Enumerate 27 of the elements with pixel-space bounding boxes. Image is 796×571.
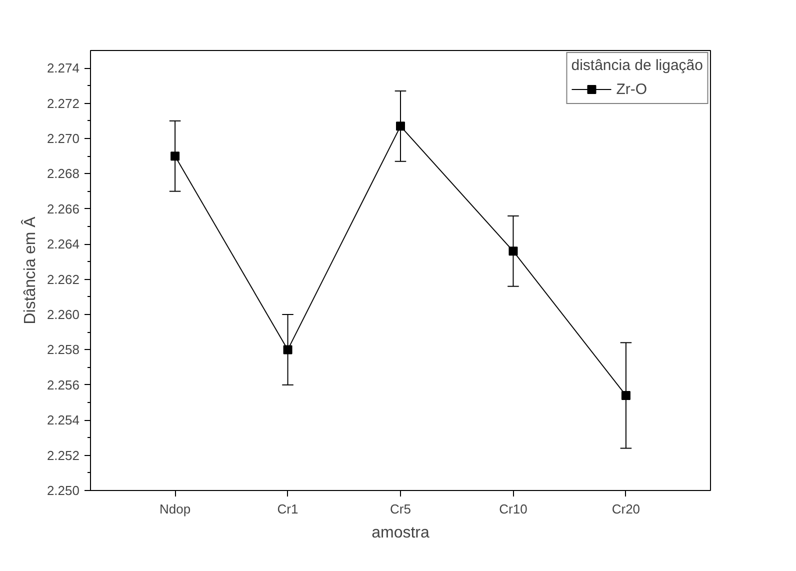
y-tick-label: 2.266 bbox=[46, 201, 80, 216]
x-tick-label: Ndop bbox=[160, 502, 191, 516]
y-tick-label: 2.260 bbox=[46, 307, 80, 322]
point bbox=[283, 345, 292, 354]
y-tick-label: 2.272 bbox=[46, 96, 80, 111]
y-tick-label: 2.254 bbox=[46, 412, 80, 428]
y-tick-label: 2.270 bbox=[46, 131, 80, 146]
point bbox=[396, 122, 405, 131]
y-tick-label: 2.264 bbox=[46, 236, 80, 252]
y-tick-label: 2.262 bbox=[46, 272, 80, 287]
point bbox=[170, 152, 180, 161]
y-tick-label: 2.256 bbox=[46, 377, 80, 392]
x-tick-label: Cr5 bbox=[390, 502, 411, 516]
y-tick-label: 2.258 bbox=[46, 342, 80, 358]
point bbox=[508, 246, 518, 256]
legend-title: distância de ligação bbox=[571, 57, 703, 74]
y-axis-title: Distância em Â bbox=[20, 216, 39, 324]
x-tick-label: Cr10 bbox=[499, 502, 528, 516]
legend-label: Zr-O bbox=[616, 80, 648, 98]
x-axis-title: amostra bbox=[372, 524, 430, 542]
y-tick-label: 2.250 bbox=[46, 483, 80, 498]
point bbox=[621, 390, 630, 400]
x-tick-label: Cr20 bbox=[612, 502, 640, 516]
x-tick-label: Cr1 bbox=[277, 502, 298, 516]
y-tick-label: 2.268 bbox=[46, 166, 80, 182]
y-tick-label: 2.252 bbox=[46, 448, 80, 463]
y-tick-label: 2.274 bbox=[46, 60, 80, 76]
